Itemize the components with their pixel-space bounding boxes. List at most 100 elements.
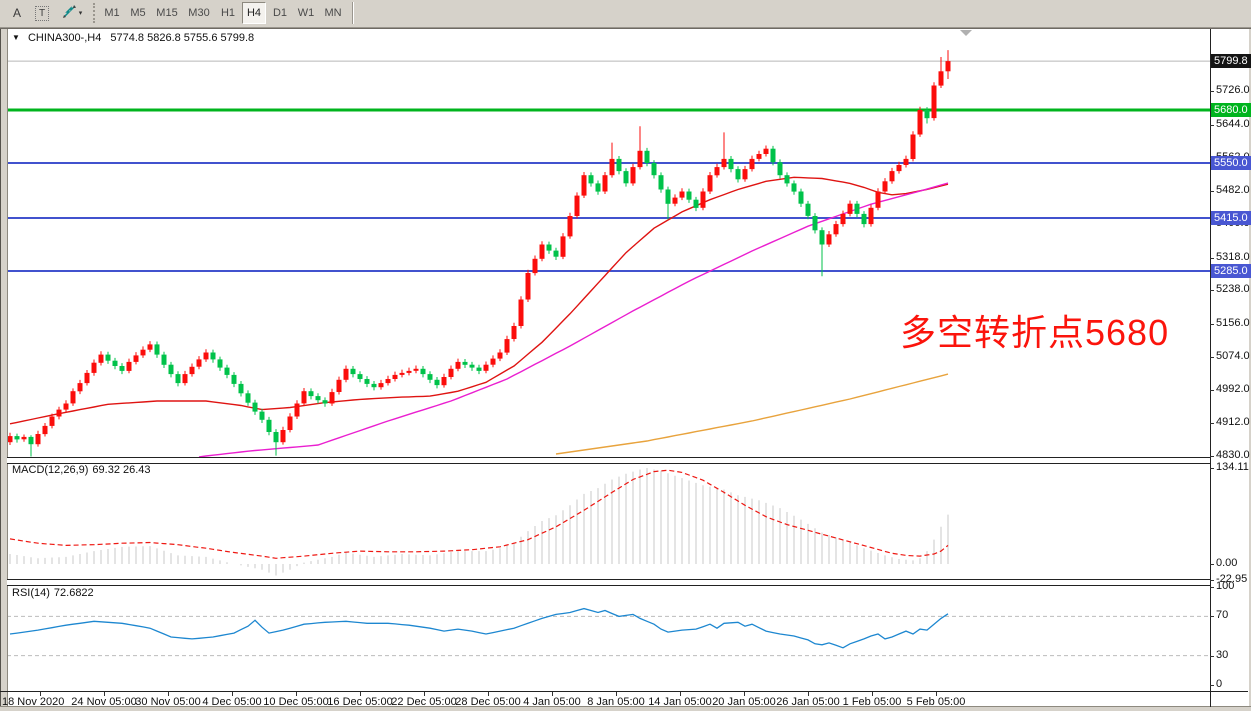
price-badge: 5680.0 [1211, 103, 1251, 117]
chevron-down-icon: ▾ [78, 10, 83, 17]
price-tick [1210, 258, 1214, 259]
price-tick-label: 5644.0 [1216, 118, 1250, 130]
price-badge: 5285.0 [1211, 264, 1251, 278]
time-tick [872, 692, 873, 696]
time-tick [296, 692, 297, 696]
time-tick [488, 692, 489, 696]
macd-label: MACD(12,26,9) 69.32 26.43 [12, 464, 155, 476]
chart-window: ▼ CHINA300-,H4 5774.8 5826.8 5755.6 5799… [0, 28, 1251, 711]
rsi-tick-label: 0 [1216, 678, 1223, 690]
time-tick-label: 14 Jan 05:00 [648, 696, 712, 708]
price-tick [1210, 125, 1214, 126]
price-tick [1210, 456, 1214, 457]
window-frame-left [0, 29, 8, 711]
timeframe-button-d1[interactable]: D1 [272, 7, 288, 19]
toolbar-grip[interactable] [93, 3, 98, 23]
time-tick [680, 692, 681, 696]
price-tick-label: 4830.0 [1216, 449, 1250, 461]
window-frame-right [1249, 29, 1251, 711]
price-tick [1210, 423, 1214, 424]
price-tick-label: 4992.0 [1216, 383, 1250, 395]
time-tick [360, 692, 361, 696]
time-tick-label: 18 Nov 2020 [2, 696, 65, 708]
macd-tick-label: 0.00 [1216, 557, 1238, 569]
timeframe-button-h4[interactable]: H4 [242, 2, 266, 24]
time-tick-label: 26 Jan 05:00 [776, 696, 840, 708]
price-tick-label: 5074.0 [1216, 350, 1250, 362]
time-tick [936, 692, 937, 696]
ohlc-values: 5774.8 5826.8 5755.6 5799.8 [110, 32, 255, 44]
price-tick-label: 5238.0 [1216, 283, 1250, 295]
time-tick-label: 30 Nov 05:00 [135, 696, 201, 708]
timeframe-button-m1[interactable]: M1 [104, 7, 120, 19]
text-tool-button[interactable]: A [6, 2, 28, 24]
rsi-tick-label: 100 [1216, 580, 1235, 592]
macd-name: MACD(12,26,9) [12, 464, 89, 476]
time-tick-label: 1 Feb 05:00 [842, 696, 902, 708]
time-tick [552, 692, 553, 696]
time-tick-label: 28 Dec 05:00 [455, 696, 521, 708]
price-tick-label: 5482.0 [1216, 184, 1250, 196]
annotation-text[interactable]: 多空转折点5680 [900, 312, 1170, 353]
cursor-tool-button[interactable]: ▾ [56, 2, 88, 24]
chart-canvas[interactable] [0, 29, 1251, 711]
chart-title: ▼ CHINA300-,H4 5774.8 5826.8 5755.6 5799… [12, 32, 254, 44]
time-tick-label: 10 Dec 05:00 [263, 696, 329, 708]
rsi-tick [1210, 685, 1214, 686]
time-tick-label: 22 Dec 05:00 [391, 696, 457, 708]
price-badge: 5799.8 [1211, 54, 1251, 68]
timeframe-button-h1[interactable]: H1 [220, 7, 236, 19]
time-tick [232, 692, 233, 696]
panel-splitter-macd[interactable] [7, 457, 1210, 464]
time-tick-label: 8 Jan 05:00 [587, 696, 645, 708]
time-tick [168, 692, 169, 696]
window-frame-bottom [0, 706, 1251, 711]
time-tick [744, 692, 745, 696]
price-tick [1210, 191, 1214, 192]
text-tool-label: A [12, 6, 21, 20]
price-tick-label: 5156.0 [1216, 317, 1250, 329]
collapse-triangle-icon[interactable]: ▼ [12, 33, 20, 42]
time-axis-border [0, 691, 1248, 692]
price-tick-label: 5318.0 [1216, 251, 1250, 263]
label-tool-icon: T [34, 5, 50, 21]
rsi-tick [1210, 656, 1214, 657]
price-axis[interactable]: 5726.0 5644.0 5562.0 5482.0 5400.0 5318.… [1210, 29, 1251, 691]
timeframe-button-m15[interactable]: M15 [156, 7, 178, 19]
axis-border [1210, 29, 1211, 707]
price-tick [1210, 357, 1214, 358]
symbol-period-label: CHINA300-,H4 [27, 32, 102, 44]
timeframe-button-w1[interactable]: W1 [297, 7, 315, 19]
macd-tick-label: -22.95 [1216, 573, 1248, 585]
time-tick-label: 20 Jan 05:00 [712, 696, 776, 708]
cursor-arrows-icon [62, 4, 77, 22]
time-tick [616, 692, 617, 696]
timeframe-button-mn[interactable]: MN [324, 7, 342, 19]
macd-tick-label: 134.11 [1216, 461, 1249, 473]
time-tick-label: 4 Dec 05:00 [202, 696, 262, 708]
time-tick [808, 692, 809, 696]
rsi-name: RSI(14) [12, 587, 50, 599]
rsi-tick-label: 30 [1216, 649, 1229, 661]
time-tick [40, 692, 41, 696]
chart-shift-marker-icon [960, 30, 972, 36]
timeframe-button-m5[interactable]: M5 [130, 7, 146, 19]
time-tick-label: 5 Feb 05:00 [906, 696, 966, 708]
timeframe-button-m30[interactable]: M30 [188, 7, 210, 19]
time-tick [104, 692, 105, 696]
price-tick [1210, 91, 1214, 92]
macd-tick [1210, 580, 1214, 581]
time-axis[interactable]: 18 Nov 2020 24 Nov 05:00 30 Nov 05:00 4 Dec… [0, 692, 1248, 710]
price-tick-label: 5726.0 [1216, 84, 1250, 96]
macd-values: 69.32 26.43 [92, 464, 151, 476]
toolbar-separator [352, 2, 353, 24]
price-tick [1210, 324, 1214, 325]
panel-splitter-rsi[interactable] [7, 579, 1210, 586]
price-tick [1210, 390, 1214, 391]
price-badge: 5550.0 [1211, 156, 1251, 170]
price-tick [1210, 290, 1214, 291]
rsi-value: 72.6822 [53, 587, 94, 599]
label-tool-button[interactable]: T [31, 2, 53, 24]
time-tick-label: 4 Jan 05:00 [523, 696, 581, 708]
time-tick-label: 16 Dec 05:00 [327, 696, 393, 708]
